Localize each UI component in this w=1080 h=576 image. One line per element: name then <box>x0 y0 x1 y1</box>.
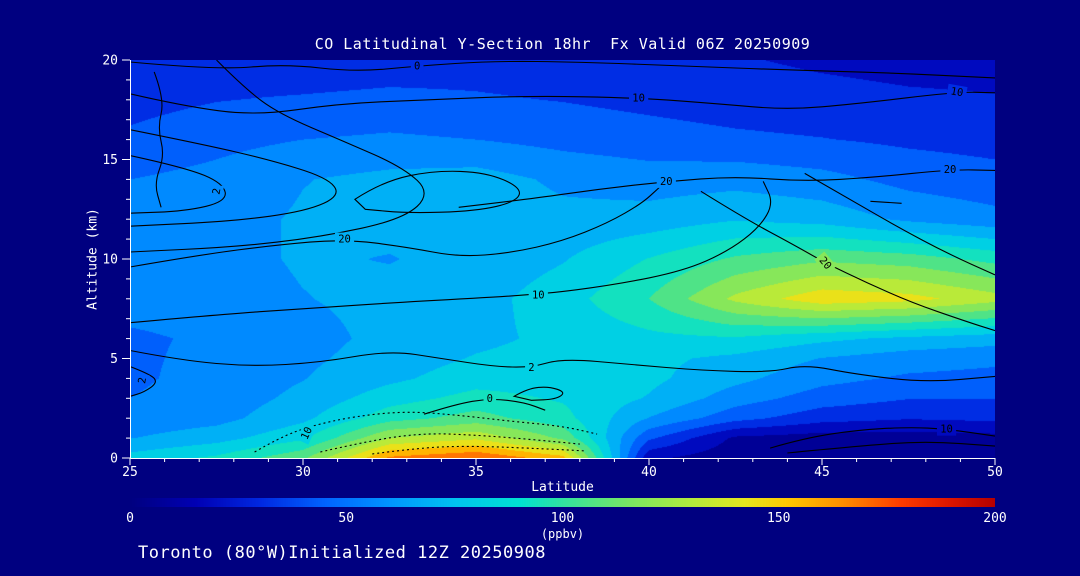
contour-line <box>130 349 995 382</box>
contour-label: 2 <box>525 360 538 374</box>
plot-area: 0 10 10 20 20 2 20 10 20 2 0 2 10 10 <box>130 60 995 458</box>
contour-line <box>130 91 995 114</box>
x-tick-label: 50 <box>987 465 1003 480</box>
x-tick-label: 45 <box>814 465 830 480</box>
y-tick-label: 10 <box>102 253 118 268</box>
svg-text:10: 10 <box>940 424 953 436</box>
colorbar-tick-label: 200 <box>983 511 1006 526</box>
colorbar-tick-label: 50 <box>338 511 354 526</box>
x-tick-label: 25 <box>122 465 138 480</box>
contour-line <box>700 190 995 332</box>
contour-line <box>804 172 995 276</box>
svg-text:10: 10 <box>632 92 645 104</box>
colorbar-tick-label: 0 <box>126 511 134 526</box>
contour-line <box>130 129 337 227</box>
contour-line <box>130 181 772 324</box>
svg-text:0: 0 <box>487 393 493 405</box>
contour-line <box>130 186 660 268</box>
colorbar-unit-label: (ppbv) <box>540 527 585 541</box>
y-axis-label: Altitude (km) <box>85 208 101 310</box>
svg-text:20: 20 <box>660 176 673 188</box>
contour-line <box>769 427 995 449</box>
contour-label: 20 <box>814 251 837 275</box>
y-tick-label: 0 <box>110 452 118 467</box>
x-tick-label: 30 <box>295 465 311 480</box>
contour-line <box>458 169 995 208</box>
contour-line <box>512 386 564 401</box>
contour-label: 10 <box>296 421 317 445</box>
svg-text:10: 10 <box>950 85 965 99</box>
contour-line <box>130 60 425 253</box>
y-tick-label: 15 <box>102 153 118 168</box>
model-caption: Toronto (80°W)Initialized 12Z 20250908 <box>138 543 546 563</box>
contour-line <box>787 441 995 454</box>
contour-label: 10 <box>528 288 548 302</box>
contour-line <box>153 71 164 208</box>
colorbar-tick-label: 150 <box>767 511 790 526</box>
contour-label: 10 <box>936 422 957 436</box>
colorbar <box>130 498 995 507</box>
contour-line <box>354 170 520 214</box>
contour-line <box>870 200 902 204</box>
contour-label: 10 <box>629 91 649 105</box>
contour-label: 20 <box>940 162 960 176</box>
contour-line <box>130 365 156 397</box>
contour-line <box>130 60 995 79</box>
colorbar-tick-label: 100 <box>551 511 574 526</box>
y-tick-label: 5 <box>110 352 118 367</box>
contour-label: 20 <box>656 174 676 188</box>
chart-title: CO Latitudinal Y-Section 18hr Fx Valid 0… <box>314 35 811 53</box>
x-tick-label: 40 <box>641 465 657 480</box>
contour-line <box>372 445 587 455</box>
contour-label: 0 <box>410 60 424 73</box>
contour-label: 2 <box>209 184 224 199</box>
contour-label: 10 <box>946 83 968 100</box>
contour-line <box>320 433 580 453</box>
svg-text:2: 2 <box>528 362 534 374</box>
x-tick-label: 35 <box>468 465 484 480</box>
svg-text:2: 2 <box>136 376 149 384</box>
svg-text:20: 20 <box>338 234 351 246</box>
contour-line <box>130 154 226 214</box>
svg-text:10: 10 <box>532 289 545 301</box>
svg-text:20: 20 <box>944 164 957 176</box>
svg-text:0: 0 <box>414 60 420 72</box>
y-tick-label: 20 <box>102 54 118 69</box>
contour-label: 0 <box>483 391 497 405</box>
svg-text:2: 2 <box>211 187 224 195</box>
contour-label: 2 <box>134 373 150 388</box>
x-axis-label: Latitude <box>531 480 594 495</box>
svg-text:10: 10 <box>299 425 315 442</box>
contour-label: 20 <box>334 232 355 246</box>
